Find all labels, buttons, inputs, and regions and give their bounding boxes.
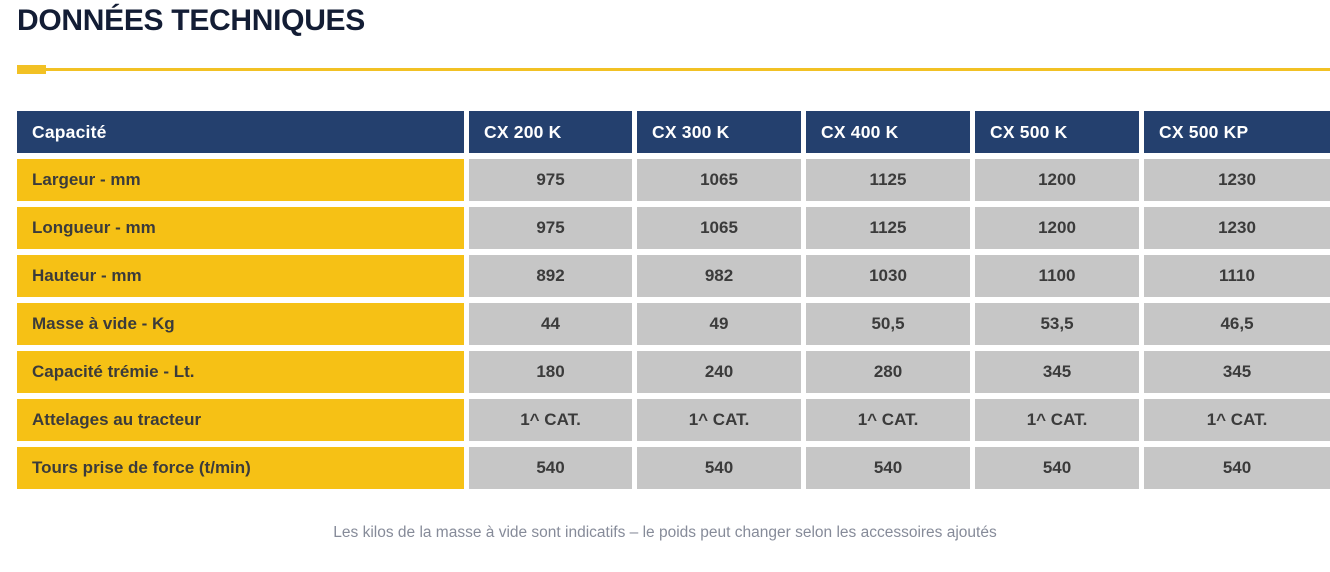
spec-value-cell: 1125 [806, 207, 970, 249]
spec-value-cell: 892 [469, 255, 632, 297]
spec-value-cell: 44 [469, 303, 632, 345]
spec-value-cell: 1230 [1144, 159, 1330, 201]
row-label-tours-prise-de-force-t-min: Tours prise de force (t/min) [17, 447, 464, 489]
spec-value-cell: 1200 [975, 207, 1139, 249]
spec-value-cell: 1030 [806, 255, 970, 297]
spec-value-cell: 345 [975, 351, 1139, 393]
spec-value-cell: 280 [806, 351, 970, 393]
spec-value-cell: 46,5 [1144, 303, 1330, 345]
spec-value-cell: 345 [1144, 351, 1330, 393]
row-label-largeur-mm: Largeur - mm [17, 159, 464, 201]
spec-value-cell: 1110 [1144, 255, 1330, 297]
spec-value-cell: 1^ CAT. [806, 399, 970, 441]
spec-value-cell: 240 [637, 351, 801, 393]
spec-value-cell: 1^ CAT. [1144, 399, 1330, 441]
spec-value-cell: 975 [469, 159, 632, 201]
title-underline-accent [17, 65, 46, 74]
page-title: DONNÉES TECHNIQUES [17, 4, 365, 37]
spec-value-cell: 540 [637, 447, 801, 489]
row-label-longueur-mm: Longueur - mm [17, 207, 464, 249]
table-footnote: Les kilos de la masse à vide sont indica… [333, 524, 997, 541]
specs-table: Capacité CX 200 K CX 300 K CX 400 K CX 500 K… [17, 111, 1330, 489]
spec-value-cell: 1200 [975, 159, 1139, 201]
spec-value-cell: 1125 [806, 159, 970, 201]
spec-value-cell: 1100 [975, 255, 1139, 297]
row-label-hauteur-mm: Hauteur - mm [17, 255, 464, 297]
header-cell-cx-500-k: CX 500 K [975, 111, 1139, 153]
spec-value-cell: 1^ CAT. [975, 399, 1139, 441]
spec-value-cell: 1^ CAT. [637, 399, 801, 441]
spec-value-cell: 975 [469, 207, 632, 249]
spec-value-cell: 1065 [637, 207, 801, 249]
spec-value-cell: 540 [975, 447, 1139, 489]
title-underline [17, 65, 1330, 74]
spec-value-cell: 982 [637, 255, 801, 297]
spec-value-cell: 540 [469, 447, 632, 489]
spec-value-cell: 540 [806, 447, 970, 489]
spec-value-cell: 1^ CAT. [469, 399, 632, 441]
header-cell-cx-500-kp: CX 500 KP [1144, 111, 1330, 153]
spec-value-cell: 49 [637, 303, 801, 345]
spec-value-cell: 1230 [1144, 207, 1330, 249]
header-cell-cx-400-k: CX 400 K [806, 111, 970, 153]
header-cell-cx-300-k: CX 300 K [637, 111, 801, 153]
spec-value-cell: 50,5 [806, 303, 970, 345]
spec-value-cell: 53,5 [975, 303, 1139, 345]
row-label-masse-a-vide-kg: Masse à vide - Kg [17, 303, 464, 345]
spec-value-cell: 1065 [637, 159, 801, 201]
header-cell-capacite: Capacité [17, 111, 464, 153]
header-cell-cx-200-k: CX 200 K [469, 111, 632, 153]
row-label-attelages-au-tracteur: Attelages au tracteur [17, 399, 464, 441]
title-underline-line [17, 68, 1330, 71]
spec-value-cell: 540 [1144, 447, 1330, 489]
spec-value-cell: 180 [469, 351, 632, 393]
row-label-capacite-tremie-lt: Capacité trémie - Lt. [17, 351, 464, 393]
